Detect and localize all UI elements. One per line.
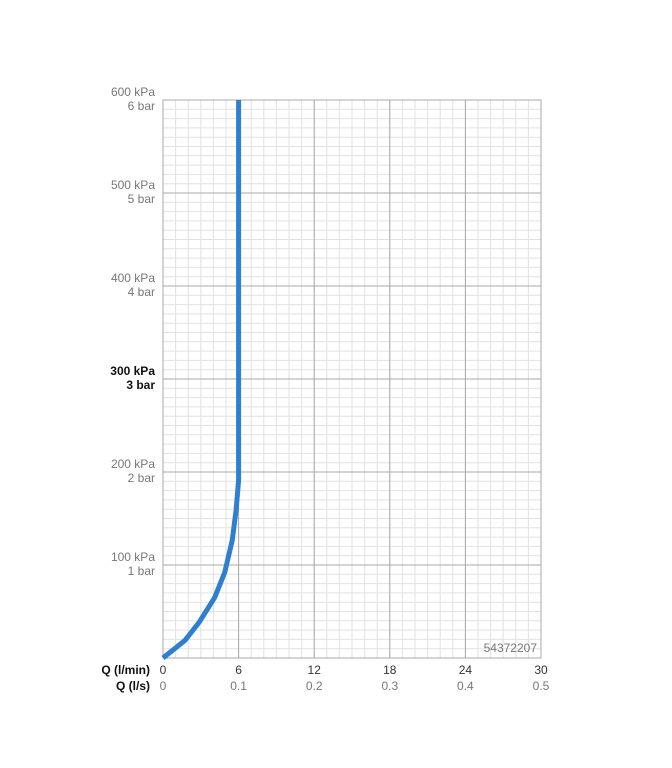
y2-tick-label: 6 bar — [128, 99, 155, 113]
plot-frame — [162, 99, 542, 659]
y2-tick-label: 2 bar — [128, 471, 155, 485]
x2-tick-label: 0.2 — [306, 679, 323, 693]
x-tick-label: 18 — [383, 663, 397, 677]
annotation: 54372207 — [484, 641, 538, 655]
x-axis-label: Q (l/min) — [101, 663, 150, 677]
x2-tick-label: 0.5 — [533, 679, 550, 693]
x2-tick-label: 0.1 — [230, 679, 247, 693]
x2-tick-label: 0.3 — [381, 679, 398, 693]
y-tick-label: 600 kPa — [111, 85, 155, 99]
x2-axis-label: Q (l/s) — [116, 679, 150, 693]
y-tick-label: 300 kPa — [110, 364, 155, 378]
y-tick-label: 400 kPa — [111, 271, 155, 285]
y2-tick-label: 4 bar — [128, 285, 155, 299]
x-tick-label: 30 — [534, 663, 548, 677]
x-tick-label: 24 — [459, 663, 473, 677]
x2-tick-label: 0 — [160, 679, 167, 693]
y-tick-label: 200 kPa — [111, 457, 155, 471]
flow-curve — [161, 100, 242, 660]
y2-tick-label: 1 bar — [128, 564, 155, 578]
y2-tick-label: 5 bar — [128, 192, 155, 206]
x2-tick-label: 0.4 — [457, 679, 474, 693]
x-tick-label: 12 — [308, 663, 322, 677]
y-tick-label: 100 kPa — [111, 550, 155, 564]
y-tick-label: 500 kPa — [111, 178, 155, 192]
x-tick-label: 6 — [235, 663, 242, 677]
y2-tick-label: 3 bar — [126, 378, 155, 392]
x-tick-label: 0 — [160, 663, 167, 677]
